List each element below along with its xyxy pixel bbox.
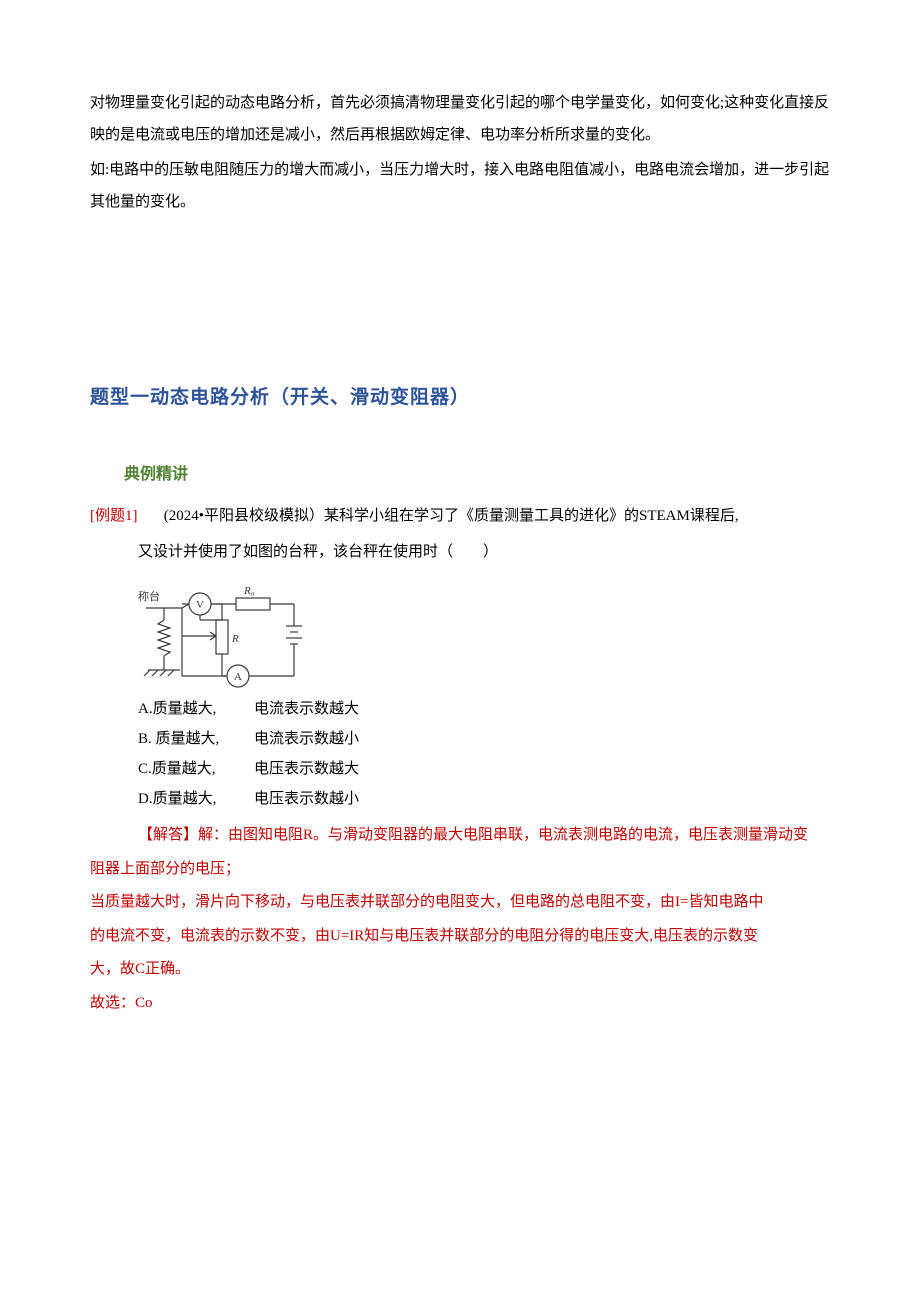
answer-p1a: 解：由图知电阻R。与滑动变阻器的最大电阻串联，电流表测电路的电流，电压表测量滑动… bbox=[198, 827, 808, 843]
intro-paragraph-2: 如:电路中的压敏电阻随压力的增大而减小，当压力增大时，接入电路电阻值减小，电路电… bbox=[90, 155, 830, 218]
answer-p2c: 大，故C正确。 bbox=[90, 954, 830, 986]
answer-p2b: 的电流不变，电流表的示数不变，由U=IR知与电压表并联部分的电阻分得的电压变大,… bbox=[90, 921, 830, 953]
option-b-text: 电流表示数越小 bbox=[254, 724, 359, 754]
option-a-label: A.质量越大, bbox=[138, 694, 254, 724]
example-body: 又设计并使用了如图的台秤，该台秤在使用时（ ） bbox=[138, 537, 830, 569]
answer-label: 【解答】 bbox=[138, 827, 198, 843]
example-line-1: [例题1] (2024•平阳县校级模拟）某科学小组在学习了《质量测量工具的进化》… bbox=[90, 501, 830, 533]
option-a-text: 电流表示数越大 bbox=[254, 694, 359, 724]
example-label: [例题1] bbox=[90, 508, 138, 524]
option-b-label: B. 质量越大, bbox=[138, 724, 254, 754]
rheostat-label: R bbox=[231, 633, 239, 645]
option-c-text: 电压表示数越大 bbox=[254, 754, 359, 784]
option-row-d: D.质量越大, 电压表示数越小 bbox=[90, 784, 830, 814]
r0-label: R₀ bbox=[243, 585, 255, 597]
section-heading: 题型一动态电路分析（开关、滑动变阻器） bbox=[90, 378, 830, 418]
option-c-label: C.质量越大, bbox=[138, 754, 254, 784]
intro-paragraph-1: 对物理量变化引起的动态电路分析，首先必须搞清物理量变化引起的哪个电学量变化，如何… bbox=[90, 88, 830, 151]
circuit-figure: 称台 V R₀ R A bbox=[138, 576, 830, 688]
option-d-label: D.质量越大, bbox=[138, 784, 254, 814]
answer-p1b: 阻器上面部分的电压； bbox=[90, 854, 830, 886]
sub-heading: 典例精讲 bbox=[124, 458, 830, 492]
answer-block: 【解答】解：由图知电阻R。与滑动变阻器的最大电阻串联，电流表测电路的电流，电压表… bbox=[138, 820, 830, 1019]
example-source bbox=[141, 508, 164, 524]
option-row-b: B. 质量越大, 电流表示数越小 bbox=[90, 724, 830, 754]
answer-p2a: 当质量越大时，滑片向下移动，与电压表并联部分的电阻变大，但电路的总电阻不变，由I… bbox=[90, 887, 830, 919]
example-source-text: (2024•平阳县校级模拟）某科学小组在学习了《质量测量工具的进化》的STEAM… bbox=[164, 508, 739, 524]
platform-label: 称台 bbox=[138, 589, 160, 603]
option-row-a: A.质量越大, 电流表示数越大 bbox=[90, 694, 830, 724]
option-row-c: C.质量越大, 电压表示数越大 bbox=[90, 754, 830, 784]
ammeter-label: A bbox=[234, 671, 242, 683]
option-d-text: 电压表示数越小 bbox=[254, 784, 359, 814]
answer-conclusion: 故选：Co bbox=[90, 988, 830, 1020]
voltmeter-label: V bbox=[196, 599, 204, 611]
